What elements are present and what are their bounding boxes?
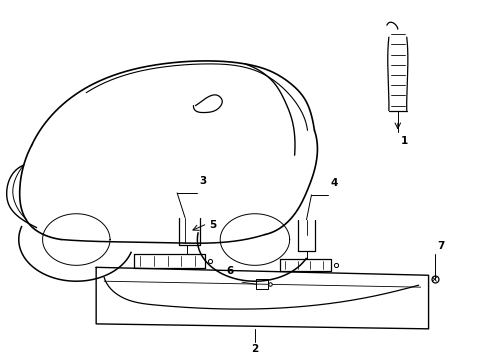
Text: 5: 5 — [209, 220, 217, 230]
Text: 1: 1 — [401, 136, 408, 146]
Text: 4: 4 — [330, 178, 338, 188]
Text: 3: 3 — [199, 176, 206, 186]
Text: 7: 7 — [438, 242, 445, 251]
Text: 2: 2 — [251, 344, 259, 354]
Text: 6: 6 — [226, 266, 234, 276]
